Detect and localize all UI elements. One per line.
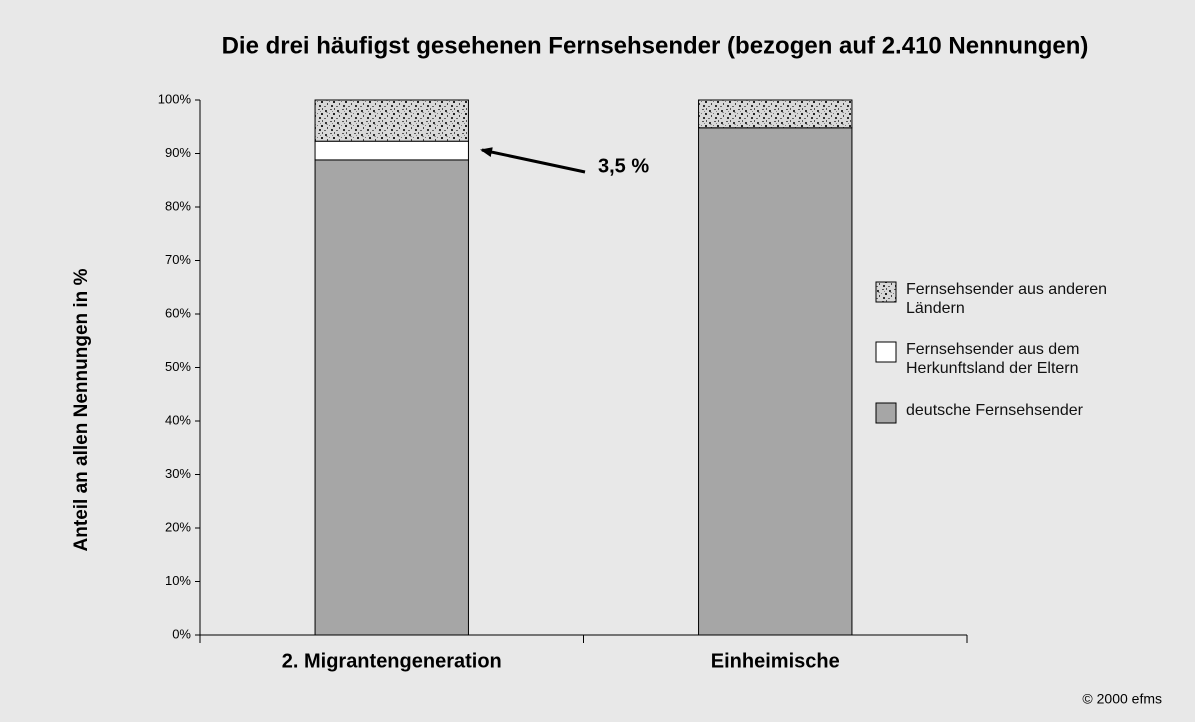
legend-label: Fernsehsender aus anderen Ländern [906, 281, 1108, 317]
bar-segment [698, 127, 853, 636]
legend-swatch [875, 341, 897, 363]
y-tick-label: 20% [165, 519, 191, 534]
x-tick-label: 2. Migrantengeneration [282, 650, 502, 672]
bar-segment [698, 99, 853, 129]
bar-segment [314, 99, 469, 142]
y-tick-label: 0% [172, 626, 191, 641]
y-tick-label: 30% [165, 466, 191, 481]
annotation-arrow [480, 147, 586, 174]
legend-label: Fernsehsender aus dem Herkunftsland der … [906, 341, 1080, 377]
y-axis-label: Anteil an allen Nennungen in % [71, 268, 92, 551]
y-tick-label: 60% [165, 305, 191, 320]
y-tick-label: 100% [158, 91, 192, 106]
y-tick-label: 80% [165, 198, 191, 213]
bar-segment [314, 140, 469, 161]
legend-swatch [875, 281, 897, 303]
y-tick-label: 70% [165, 252, 191, 267]
legend-label: deutsche Fernsehsender [906, 402, 1083, 419]
credit: © 2000 efms [1082, 691, 1162, 707]
y-tick-label: 50% [165, 359, 191, 374]
bar-segment [314, 159, 469, 636]
annotation: 3,5 % [598, 155, 649, 177]
x-tick-label: Einheimische [711, 650, 840, 672]
legend-swatch [875, 402, 897, 424]
y-tick-label: 10% [165, 573, 191, 588]
y-tick-label: 40% [165, 412, 191, 427]
chart-title: Die drei häufigst gesehenen Fernsehsende… [222, 32, 1089, 59]
y-tick-label: 90% [165, 145, 191, 160]
